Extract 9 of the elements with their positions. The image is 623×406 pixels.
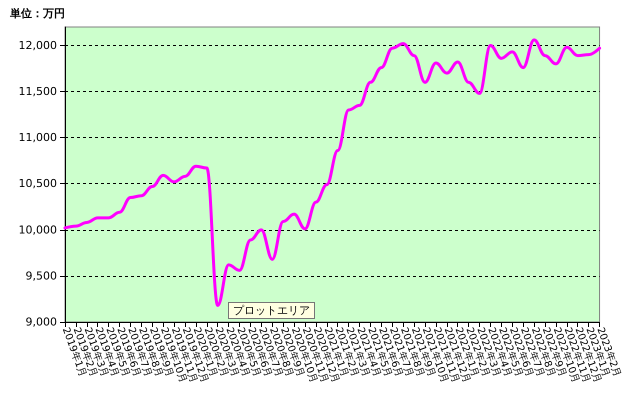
y-tick-label: 12,000 [18, 38, 57, 52]
y-tick-label: 10,000 [18, 223, 57, 236]
annotation: プロットエリア [233, 304, 310, 317]
y-tick-label: 11,500 [18, 85, 57, 98]
y-tick-label: 10,500 [18, 177, 57, 190]
y-axis-title: 単位：万円 [9, 7, 65, 20]
y-tick-label: 11,000 [18, 131, 57, 144]
y-tick-label: 9,000 [26, 316, 57, 328]
y-tick-label: 9,500 [26, 269, 57, 282]
